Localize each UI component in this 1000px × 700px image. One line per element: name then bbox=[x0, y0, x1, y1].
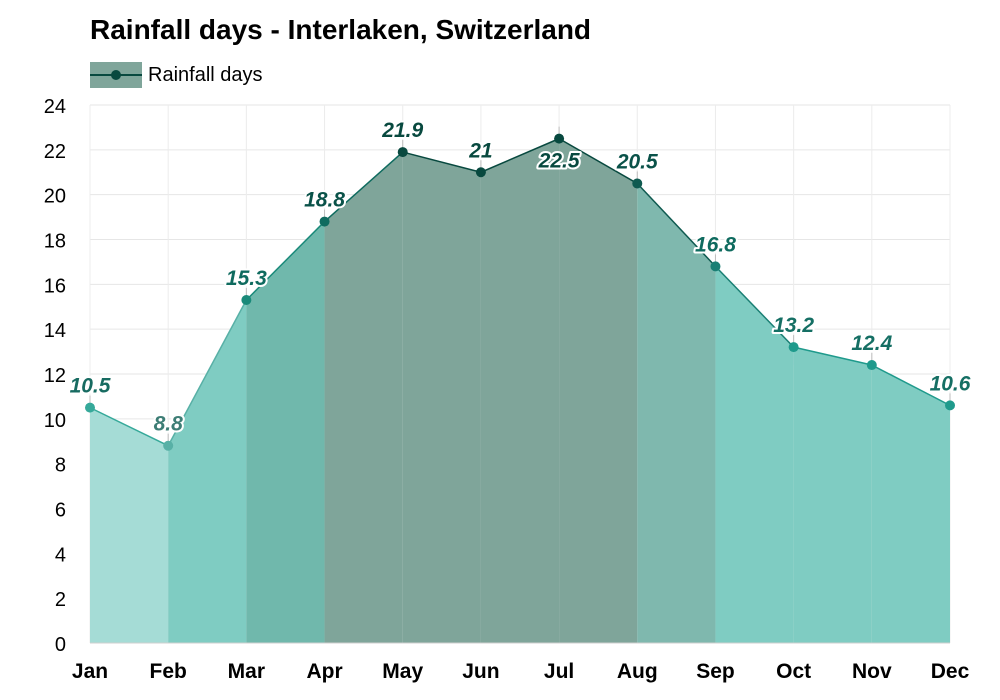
x-tick-label: May bbox=[382, 660, 423, 683]
data-label-halo: 13.2 bbox=[773, 314, 814, 337]
data-point bbox=[163, 440, 174, 451]
y-tick-label: 14 bbox=[44, 320, 66, 342]
data-label: 18.8 bbox=[304, 189, 345, 212]
data-label: 10.5 bbox=[70, 375, 111, 398]
data-label-halo: 18.8 bbox=[304, 189, 345, 212]
data-label-halo: 15.3 bbox=[226, 267, 267, 290]
x-tick-label: Jun bbox=[462, 660, 499, 683]
data-label: 12.4 bbox=[851, 332, 892, 355]
legend-label-rainfall-days: Rainfall days bbox=[148, 63, 263, 86]
y-tick-label: 0 bbox=[55, 634, 66, 656]
data-label: 13.2 bbox=[773, 314, 814, 337]
area-segment-Jun bbox=[480, 138, 560, 643]
x-tick-label: Sep bbox=[696, 660, 735, 683]
data-point bbox=[788, 342, 799, 353]
area-segment-Jan bbox=[90, 407, 169, 643]
y-tick-label: 24 bbox=[44, 96, 66, 118]
y-tick-label: 16 bbox=[44, 275, 66, 297]
x-tick-label: Aug bbox=[617, 660, 658, 683]
y-tick-label: 10 bbox=[44, 410, 66, 432]
data-label-halo: 10.6 bbox=[930, 372, 971, 395]
data-label: 8.8 bbox=[154, 413, 184, 436]
data-label: 21.9 bbox=[381, 119, 423, 142]
data-point bbox=[866, 360, 877, 371]
data-label-halo: 12.4 bbox=[851, 332, 892, 355]
area-segment-Oct bbox=[793, 347, 872, 643]
area-segment-Jul bbox=[559, 138, 638, 643]
x-tick-label: Feb bbox=[150, 660, 187, 683]
series-line-segment-Jun bbox=[480, 137, 560, 173]
chart-title: Rainfall days - Interlaken, Switzerland bbox=[90, 14, 592, 45]
series-line-segment-Aug bbox=[636, 182, 717, 267]
x-tick-label: Oct bbox=[776, 660, 811, 683]
legend-swatch-rainfall-days bbox=[90, 62, 142, 88]
x-tick-label: Jul bbox=[544, 660, 574, 683]
series-line-segment-Oct bbox=[793, 346, 872, 366]
series-line-segment-Feb bbox=[167, 299, 248, 447]
y-tick-label: 20 bbox=[44, 186, 66, 208]
x-tick-label: Mar bbox=[228, 660, 265, 683]
y-tick-label: 12 bbox=[44, 365, 66, 387]
series-line-segment-Apr bbox=[324, 151, 404, 223]
area-segment-Feb bbox=[168, 300, 247, 643]
area-segment-Aug bbox=[637, 183, 716, 644]
series-line-segment-Nov bbox=[871, 364, 951, 407]
x-tick-label: Apr bbox=[306, 660, 342, 683]
x-tick-label: Dec bbox=[931, 660, 970, 683]
data-label-halo: 16.8 bbox=[695, 233, 736, 256]
data-label-halo: 22.5 bbox=[538, 150, 580, 173]
data-label-halo: 10.5 bbox=[70, 375, 111, 398]
y-tick-label: 22 bbox=[44, 141, 66, 163]
x-tick-label: Jan bbox=[72, 660, 108, 683]
y-tick-label: 8 bbox=[55, 455, 66, 477]
data-label-halo: 21.9 bbox=[381, 119, 423, 142]
legend-marker bbox=[111, 70, 121, 80]
data-point bbox=[319, 216, 330, 227]
data-label: 20.5 bbox=[616, 150, 658, 173]
data-label-halo: 20.5 bbox=[616, 150, 658, 173]
y-tick-label: 6 bbox=[55, 500, 66, 522]
y-tick-label: 2 bbox=[55, 589, 66, 611]
data-label: 21 bbox=[468, 139, 492, 162]
data-label: 16.8 bbox=[695, 233, 736, 256]
series-line-segment-Mar bbox=[245, 221, 326, 301]
series-line-segment-May bbox=[402, 151, 482, 173]
area-segment-Mar bbox=[246, 221, 325, 644]
data-label: 22.5 bbox=[538, 150, 580, 173]
y-tick-label: 4 bbox=[55, 544, 66, 566]
data-point bbox=[397, 147, 408, 158]
data-label: 15.3 bbox=[226, 267, 267, 290]
area-segment-Sep bbox=[715, 266, 794, 643]
data-point bbox=[632, 178, 643, 189]
series-line-segment-Jan bbox=[89, 406, 169, 447]
x-tick-label: Nov bbox=[852, 660, 892, 683]
data-point bbox=[554, 133, 565, 144]
area-segment-Apr bbox=[324, 152, 403, 643]
series-line-segment-Jul bbox=[558, 137, 638, 185]
data-label-halo: 21 bbox=[468, 139, 492, 162]
data-point bbox=[241, 295, 252, 306]
area-segment-Nov bbox=[871, 365, 950, 643]
series-line-segment-Sep bbox=[714, 265, 795, 348]
data-label: 10.6 bbox=[930, 372, 971, 395]
area-segment-May bbox=[402, 152, 481, 643]
legend[interactable]: Rainfall days bbox=[90, 60, 263, 90]
data-point bbox=[475, 167, 486, 178]
data-point bbox=[945, 400, 955, 411]
data-point bbox=[710, 261, 721, 272]
data-label-halo: 8.8 bbox=[154, 413, 184, 436]
y-tick-label: 18 bbox=[44, 231, 66, 253]
data-point bbox=[85, 402, 95, 413]
